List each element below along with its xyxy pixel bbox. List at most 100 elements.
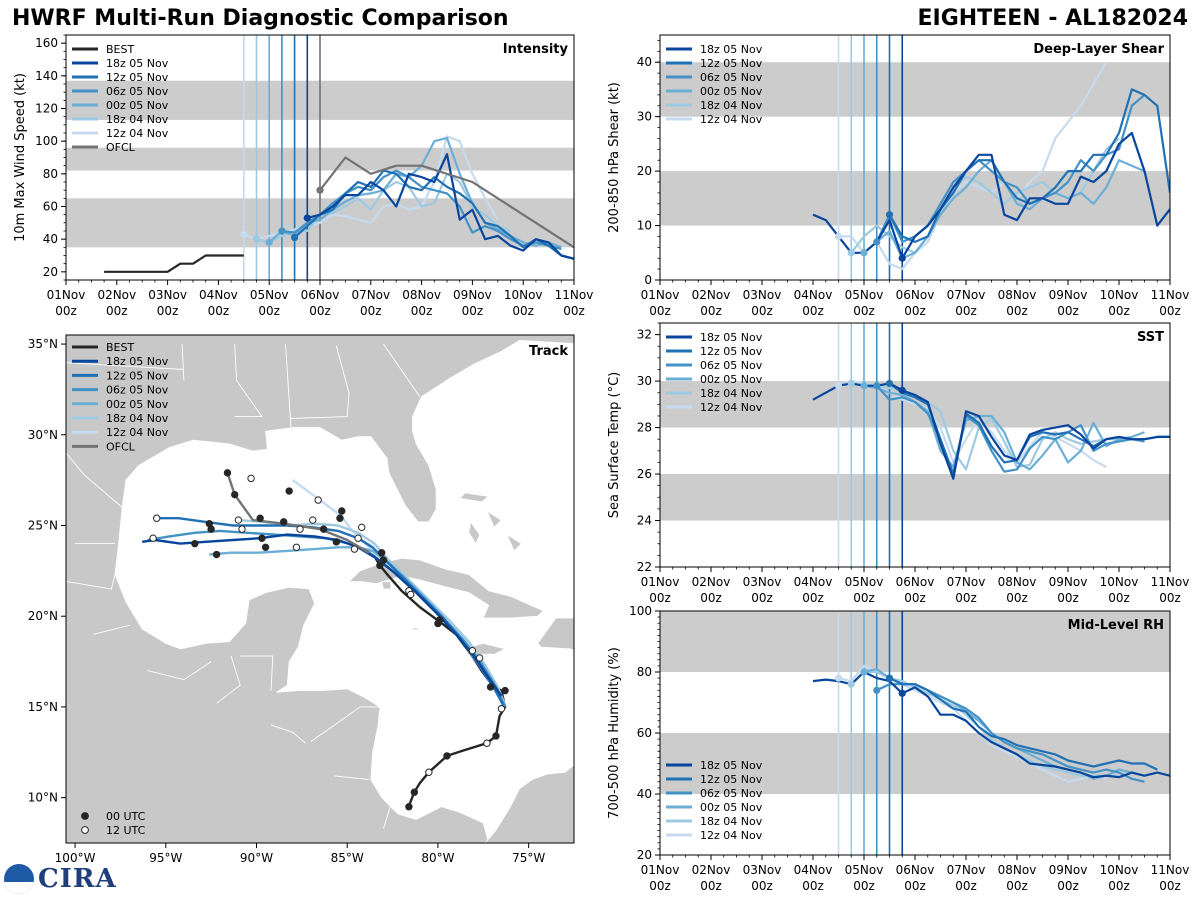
y-tick-label: 60 — [43, 200, 58, 214]
init-marker-18z-05-nov — [898, 386, 906, 394]
series-group — [104, 135, 574, 273]
y-tick-label: 10 — [637, 219, 652, 233]
series-ofcl — [319, 156, 574, 249]
x-tick-label: 06Nov — [896, 863, 935, 877]
x-tick-label: 02Nov — [692, 575, 731, 589]
track-point-12utc — [468, 646, 477, 655]
init-marker-12z-05-nov — [291, 233, 299, 242]
x-tick-label: 10Nov — [1100, 575, 1139, 589]
series-06z-05-nov — [281, 169, 562, 251]
band-1 — [660, 62, 1170, 117]
x-tick-label: 01Nov — [641, 575, 680, 589]
track-point-12utc — [309, 516, 317, 524]
band-1 — [660, 611, 1170, 672]
track-point-00utc — [191, 539, 199, 548]
cira-logo: CIRA — [4, 864, 117, 894]
init-marker-00z-05-nov — [860, 382, 868, 390]
x-tick-label: 08Nov — [402, 288, 441, 302]
x-tick-label: 09Nov — [1049, 288, 1088, 302]
x-tick-sublabel: 00z — [1057, 304, 1079, 318]
legend-label-12z-04-nov: 12z 04 Nov — [700, 401, 763, 414]
legend-label-06z-05-nov: 06z 05 Nov — [700, 787, 763, 800]
legend-label-06z-05-nov: 06z 05 Nov — [700, 359, 763, 372]
legend-label-12z-05-nov: 12z 05 Nov — [700, 345, 763, 358]
x-tick-label: 03Nov — [743, 863, 782, 877]
x-tick-label: 09Nov — [1049, 863, 1088, 877]
border-line-12 — [66, 362, 184, 370]
track-point-12utc — [247, 474, 255, 483]
legend-label-12z-04-nov: 12z 04 Nov — [700, 113, 763, 126]
x-tick-sublabel: 00z — [309, 304, 331, 318]
init-marker-12z-04-nov — [240, 230, 248, 238]
init-marker-12z-05-nov — [885, 211, 894, 219]
series-18z-05-nov — [812, 670, 1170, 779]
legend-label-00z-05-nov: 00z 05 Nov — [700, 85, 763, 98]
series-18z-05-nov — [812, 131, 1170, 260]
track-point-12utc — [475, 654, 484, 662]
x-tick-sublabel: 00z — [700, 879, 722, 893]
x-tick-sublabel: 00z — [700, 304, 722, 318]
border-line-1 — [216, 655, 241, 704]
panel-title: Intensity — [503, 42, 569, 57]
x-tick-label: 06Nov — [301, 288, 340, 302]
legend-label-18z-05-nov: 18z 05 Nov — [700, 331, 763, 344]
x-tick-label: 05Nov — [845, 863, 884, 877]
x-tick-sublabel: 00z — [751, 879, 773, 893]
series-best — [104, 254, 244, 273]
y-axis-label: Sea Surface Temp (°C) — [607, 372, 622, 519]
x-tick-label: 90°W — [240, 851, 273, 865]
panel-title: Deep-Layer Shear — [1033, 42, 1164, 57]
track-point-00utc — [231, 490, 239, 499]
x-tick-label: 09Nov — [453, 288, 492, 302]
x-tick-label: 95°W — [149, 851, 182, 865]
legend-label-18z-05-nov: 18z 05 Nov — [106, 57, 169, 70]
panel-shear: 0 10 20 30 40 01Nov 00z 02Nov 00z 03Nov 00z 04Nov 00… — [607, 34, 1189, 318]
track-point-12utc — [483, 739, 491, 747]
border-line-6 — [383, 804, 392, 829]
land-bahamas-0 — [458, 492, 490, 503]
panel-rh: 20 40 60 80 100 01Nov 00z 02Nov 00z 03Nov 00z 04Nov… — [607, 604, 1189, 893]
legend-label-18z-04-nov: 18z 04 Nov — [106, 412, 169, 425]
marker-legend-symbol-1 — [81, 826, 89, 834]
x-tick-label: 03Nov — [743, 575, 782, 589]
y-tick-label: 80 — [43, 167, 58, 181]
y-tick-label: 20°N — [28, 609, 58, 623]
init-marker-18z-05-nov — [303, 214, 311, 222]
legend-label-06z-05-nov: 06z 05 Nov — [700, 71, 763, 84]
y-axis-label: 700-500 hPa Humidity (%) — [607, 647, 622, 819]
x-tick-sublabel: 00z — [106, 304, 128, 318]
x-tick-sublabel: 00z — [904, 304, 926, 318]
init-marker-12z-04-nov — [834, 382, 843, 390]
init-marker-12z-05-nov — [885, 674, 894, 682]
track-point-00utc — [486, 683, 495, 691]
init-marker-18z-04-nov — [847, 680, 855, 688]
x-tick-label: 100°W — [55, 851, 96, 865]
legend-label-18z-05-nov: 18z 05 Nov — [700, 43, 763, 56]
x-tick-label: 05Nov — [250, 288, 289, 302]
x-tick-label: 06Nov — [896, 575, 935, 589]
y-tick-label: 26 — [637, 467, 652, 481]
y-tick-label: 0 — [644, 273, 652, 287]
track-point-00utc — [405, 803, 413, 811]
border-line-14 — [66, 574, 116, 590]
x-tick-label: 04Nov — [794, 575, 833, 589]
x-tick-label: 11Nov — [1151, 863, 1190, 877]
border-line-4 — [310, 706, 380, 742]
track-point-00utc — [434, 619, 442, 628]
x-tick-sublabel: 00z — [208, 304, 230, 318]
series-12z-05-nov — [889, 677, 1158, 771]
x-tick-sublabel: 00z — [411, 304, 433, 318]
y-tick-label: 60 — [637, 726, 652, 740]
track-point-00utc — [338, 507, 346, 515]
land-hispaniola — [537, 617, 574, 652]
init-marker-18z-04-nov — [252, 235, 261, 243]
y-tick-label: 20 — [43, 265, 58, 279]
x-tick-label: 08Nov — [998, 575, 1037, 589]
y-tick-label: 24 — [637, 514, 652, 528]
plot-frame — [65, 334, 575, 844]
y-tick-label: 32 — [637, 328, 652, 342]
track-point-00utc — [212, 550, 221, 559]
x-tick-sublabel: 00z — [1006, 591, 1028, 605]
y-tick-label: 20 — [637, 848, 652, 862]
